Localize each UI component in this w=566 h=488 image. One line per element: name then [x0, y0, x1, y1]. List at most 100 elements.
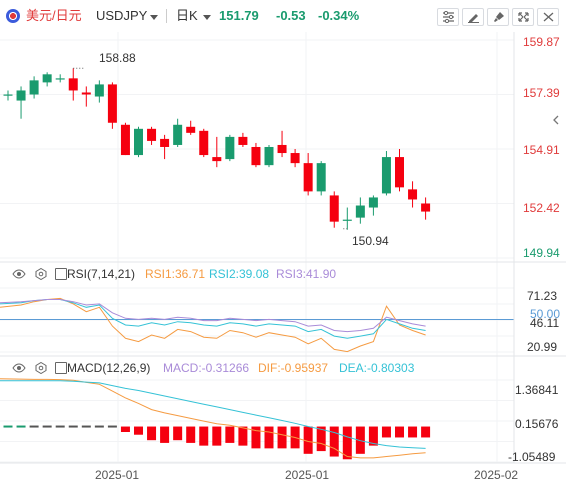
high-annotation: 158.88 [99, 51, 136, 65]
interval-label[interactable]: 日K [176, 8, 198, 23]
low-annotation: 150.94 [352, 234, 389, 248]
candle-body [42, 74, 52, 83]
macd-bar [329, 426, 339, 457]
macd-value: MACD:-0.31266 [163, 361, 250, 375]
candle-body [277, 144, 287, 154]
macd-bar [212, 426, 222, 446]
candle-body [368, 197, 378, 208]
macd-bar [29, 425, 39, 428]
fullscreen-button[interactable] [512, 8, 534, 26]
macd-bar [421, 426, 431, 438]
macd-bar [3, 425, 13, 428]
rsi-tick: 71.23 [527, 289, 558, 303]
macd-line-dea [0, 380, 426, 449]
macd-tick: 0.15676 [515, 417, 559, 431]
macd-line-dif [0, 378, 426, 459]
fullscreen-icon [518, 12, 529, 22]
macd-bar [160, 426, 170, 443]
chart-type-icon [55, 362, 67, 374]
candle-body [186, 126, 196, 133]
candle-body [29, 80, 39, 95]
price-change-pct: -0.34% [318, 8, 360, 23]
candle-body [342, 219, 352, 221]
x-tick: 2025-01 [285, 468, 330, 482]
rsi-tick: 20.99 [527, 340, 558, 354]
indicator-settings-icon [443, 11, 454, 23]
rsi-line-rsi1 [0, 297, 426, 353]
brush-icon [494, 12, 504, 22]
symbol-label[interactable]: USDJPY [96, 8, 148, 23]
macd-label: MACD(12,26,9) [67, 361, 151, 375]
candle-body [395, 157, 404, 188]
brush-button[interactable] [487, 8, 509, 26]
eye-icon[interactable] [12, 361, 26, 379]
indicator-settings-button[interactable] [437, 8, 459, 26]
price-tick: 157.39 [523, 86, 560, 100]
candle-body [290, 153, 300, 164]
dif-value: DIF:-0.95937 [258, 361, 329, 375]
macd-bar [107, 425, 117, 428]
macd-bar [277, 426, 287, 449]
candle-body [421, 203, 431, 212]
candle-body [355, 205, 365, 218]
macd-tick: -1.05489 [508, 450, 556, 464]
dea-value: DEA:-0.80303 [339, 361, 415, 375]
macd-bar [225, 426, 235, 443]
price-tick: 159.87 [523, 35, 560, 49]
macd-bar [134, 426, 143, 435]
macd-bar [264, 426, 274, 449]
candle-body [212, 157, 222, 162]
settings-icon[interactable] [35, 361, 47, 379]
chart-type-icon [55, 268, 67, 280]
macd-bar [238, 426, 248, 446]
candle-body [225, 136, 235, 160]
draw-tool-button[interactable] [462, 8, 484, 26]
candle-body [16, 90, 26, 101]
candle-body [68, 78, 78, 91]
pair-label[interactable]: 美元/日元 [26, 8, 82, 23]
price-change: -0.53 [276, 8, 306, 23]
eye-icon[interactable] [12, 267, 26, 285]
collapse-sidebar-icon[interactable] [553, 112, 559, 125]
candle-body [55, 78, 65, 80]
candle-body [316, 163, 326, 192]
dropdown-icon[interactable] [150, 15, 158, 20]
settings-icon[interactable] [35, 267, 47, 285]
macd-bar [316, 426, 326, 452]
expand-button[interactable] [537, 8, 559, 26]
candle-body [3, 94, 13, 96]
candle-body [329, 195, 339, 222]
macd-bar [68, 425, 78, 428]
macd-bar [55, 425, 65, 428]
rsi1-value: RSI1:36.71 [145, 267, 206, 281]
last-price: 151.79 [219, 8, 259, 23]
candle-body [173, 124, 183, 145]
macd-bar [342, 426, 352, 460]
price-tick: 154.91 [523, 143, 560, 157]
rsi2-value: RSI2:39.08 [209, 267, 270, 281]
candle-body [199, 130, 209, 156]
macd-tick: 1.36841 [515, 383, 559, 397]
macd-bar [251, 426, 261, 449]
macd-bar [16, 425, 26, 428]
candle-body [408, 189, 418, 200]
macd-bar [147, 426, 157, 441]
price-tick: 149.94 [523, 246, 560, 260]
interval-dropdown-icon[interactable] [203, 15, 211, 20]
candle-body [81, 92, 91, 95]
chart-header: 美元/日元 USDJPY 日K 151.79 -0.53 -0.34% [0, 0, 566, 32]
macd-bar [186, 426, 196, 443]
x-tick: 2025-02 [474, 468, 519, 482]
rsi-label: RSI(7,14,21) [67, 267, 136, 281]
macd-bar [173, 426, 183, 441]
macd-bar [368, 426, 378, 446]
rsi-tick: 46.11 [530, 316, 560, 330]
macd-bar [408, 426, 418, 438]
candle-body [303, 163, 313, 192]
macd-bar [42, 425, 52, 428]
macd-bar [81, 425, 91, 428]
candle-body [120, 124, 130, 156]
macd-bar [199, 426, 209, 446]
header-divider [166, 9, 167, 23]
